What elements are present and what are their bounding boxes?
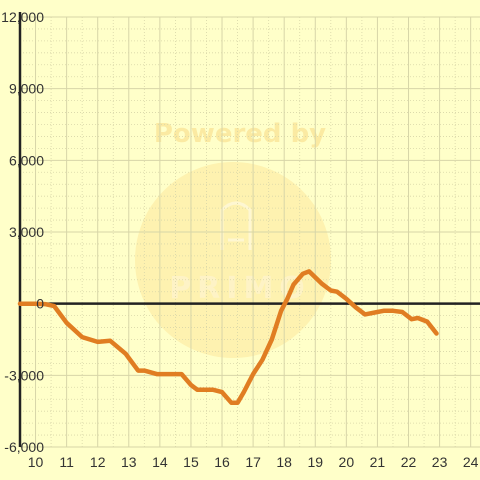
x-tick-label: 24	[463, 454, 479, 470]
x-tick-label: 14	[152, 454, 168, 470]
x-tick-label: 10	[28, 454, 44, 470]
x-tick-label: 13	[121, 454, 137, 470]
y-tick-label: -6,000	[4, 439, 44, 455]
x-tick-label: 12	[90, 454, 106, 470]
y-tick-label: 0	[36, 296, 44, 312]
x-tick-label: 18	[276, 454, 292, 470]
watermark-top-text: Powered by	[154, 119, 326, 149]
x-tick-label: 23	[432, 454, 448, 470]
series-line	[17, 269, 439, 406]
grid-lines	[19, 16, 480, 448]
y-tick-label: 12,000	[1, 9, 44, 25]
series-layer	[17, 269, 439, 406]
watermark-brand-text: PRIMO	[169, 271, 311, 306]
watermark-circle	[135, 162, 331, 358]
x-tick-label: 20	[339, 454, 355, 470]
x-axis-tick-labels: 10 11 12 13 14 15 16 17 18 19 20 21 22 23 24	[28, 454, 479, 470]
x-tick-label: 21	[370, 454, 386, 470]
x-tick-label: 22	[401, 454, 417, 470]
y-tick-label: 9,000	[9, 81, 44, 97]
y-tick-label: 3,000	[9, 224, 44, 240]
x-tick-label: 11	[59, 454, 74, 470]
y-tick-label: -3,000	[4, 367, 44, 383]
y-tick-label: 6,000	[9, 152, 44, 168]
y-axis-tick-labels: -6,000 -3,000 0 3,000 6,000 9,000 12,000	[1, 9, 44, 455]
x-tick-label: 16	[214, 454, 230, 470]
x-tick-label: 19	[307, 454, 323, 470]
x-tick-label: 17	[245, 454, 261, 470]
x-tick-label: 15	[183, 454, 199, 470]
